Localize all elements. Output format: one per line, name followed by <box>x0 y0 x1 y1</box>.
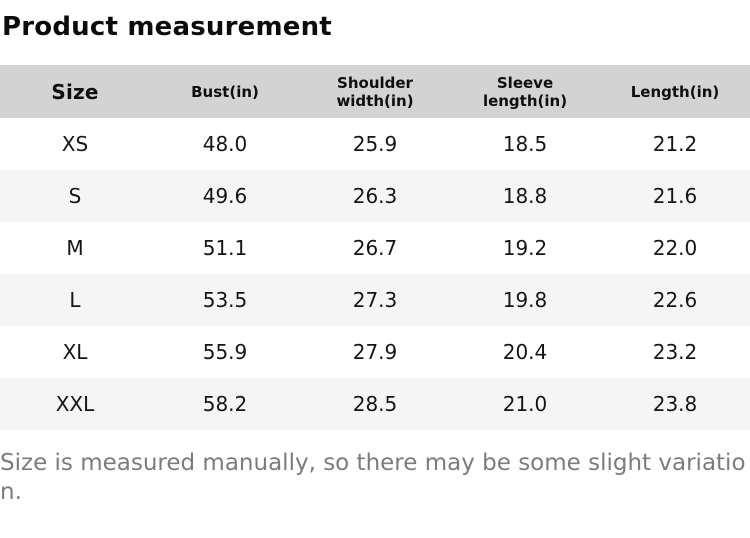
cell-bust: 49.6 <box>202 184 248 208</box>
cell-bust: 48.0 <box>202 132 248 156</box>
cell-length: 23.2 <box>652 340 698 364</box>
cell-size: XL <box>62 340 88 364</box>
cell-shoulder: 27.3 <box>352 288 398 312</box>
cell-sleeve: 21.0 <box>502 392 548 416</box>
cell-size: XXL <box>55 392 95 416</box>
table-row-l: L 53.5 27.3 19.8 22.6 <box>0 274 750 326</box>
cell-length: 21.6 <box>652 184 698 208</box>
product-measurement-section: Product measurement Size Bust(in) Should… <box>0 12 750 507</box>
table-row-s: S 49.6 26.3 18.8 21.6 <box>0 170 750 222</box>
table-header: Size Bust(in) Shoulder width(in) Sleeve … <box>0 65 750 118</box>
cell-length: 22.0 <box>652 236 698 260</box>
cell-shoulder: 26.7 <box>352 236 398 260</box>
cell-length: 22.6 <box>652 288 698 312</box>
page-title: Product measurement <box>2 12 332 42</box>
table-row-m: M 51.1 26.7 19.2 22.0 <box>0 222 750 274</box>
cell-length: 23.8 <box>652 392 698 416</box>
cell-sleeve: 19.8 <box>502 288 548 312</box>
cell-shoulder: 25.9 <box>352 132 398 156</box>
cell-sleeve: 18.8 <box>502 184 548 208</box>
cell-length: 21.2 <box>652 132 698 156</box>
table-body: XS 48.0 25.9 18.5 21.2 S 49.6 26.3 18.8 … <box>0 118 750 430</box>
table-header-row: Size Bust(in) Shoulder width(in) Sleeve … <box>0 65 750 118</box>
cell-bust: 53.5 <box>202 288 248 312</box>
table-row-xs: XS 48.0 25.9 18.5 21.2 <box>0 118 750 170</box>
cell-bust: 58.2 <box>202 392 248 416</box>
cell-sleeve: 18.5 <box>502 132 548 156</box>
measurement-table: Size Bust(in) Shoulder width(in) Sleeve … <box>0 65 750 430</box>
column-header-sleeve-length: Sleeve length(in) <box>482 73 568 110</box>
cell-sleeve: 20.4 <box>502 340 548 364</box>
column-header-length: Length(in) <box>630 82 720 101</box>
table-row-xl: XL 55.9 27.9 20.4 23.2 <box>0 326 750 378</box>
cell-shoulder: 28.5 <box>352 392 398 416</box>
cell-shoulder: 27.9 <box>352 340 398 364</box>
cell-shoulder: 26.3 <box>352 184 398 208</box>
column-header-shoulder-width: Shoulder width(in) <box>336 73 414 110</box>
cell-size: XS <box>61 132 89 156</box>
cell-bust: 51.1 <box>202 236 248 260</box>
column-header-bust: Bust(in) <box>191 82 259 101</box>
measurement-disclaimer-note: Size is measured manually, so there may … <box>0 450 746 505</box>
cell-size: S <box>68 184 82 208</box>
table-row-xxl: XXL 58.2 28.5 21.0 23.8 <box>0 378 750 430</box>
cell-size: L <box>69 288 81 312</box>
cell-size: M <box>66 236 84 260</box>
cell-sleeve: 19.2 <box>502 236 548 260</box>
cell-bust: 55.9 <box>202 340 248 364</box>
column-header-size: Size <box>51 79 99 104</box>
